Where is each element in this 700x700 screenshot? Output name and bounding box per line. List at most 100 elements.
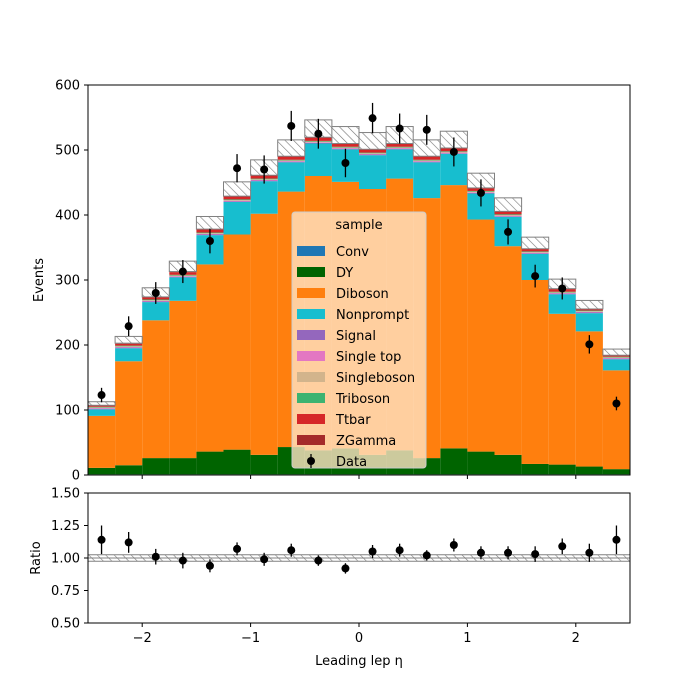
bar-segment [169,458,197,475]
bar-segment [575,312,603,314]
bar-segment [548,313,576,465]
ratio-point [422,551,431,560]
ratio-point [260,555,269,564]
bar-segment [223,199,251,201]
bar-segment [304,143,332,176]
bar-segment [331,146,359,148]
legend-entry: ZGamma [297,434,396,449]
bar-segment [413,162,441,199]
bar-segment [602,370,630,470]
bar-segment [250,454,278,475]
legend-swatch [297,288,325,298]
legend-entry: Ttbar [297,413,371,428]
legend-label: Diboson [336,287,389,302]
bar-segment [331,147,359,149]
legend-entry: Diboson [297,287,389,302]
legend-entry: DY [297,266,353,281]
legend-swatch [297,414,325,424]
legend-label: ZGamma [336,434,396,449]
legend-entry: Single top [297,350,401,365]
bar-segment [277,159,305,161]
x-tick-label: 2 [572,631,580,646]
data-point [97,391,106,400]
bar-segment [277,161,305,162]
bar-segment [467,451,495,475]
ratio-point [205,561,214,570]
legend-label: Ttbar [335,413,371,428]
data-point [585,340,594,349]
bar-segment [413,159,441,161]
y-tick-label: 200 [55,339,80,354]
bar-segment [142,320,170,459]
bar-segment [521,252,549,253]
data-point [314,129,323,138]
data-point [558,284,567,293]
legend-swatch [297,372,325,382]
main-y-ticks: 0 100 200 300 400 500 600 [55,79,577,484]
bar-segment [602,356,630,358]
bar-segment [521,253,549,254]
bar-segment [602,358,630,359]
ratio-y-axis-label: Ratio [29,541,44,574]
bar-segment [440,185,468,449]
data-point [178,267,187,276]
bar-segment [548,464,576,475]
bar-segment [359,155,387,189]
uncertainty-bin [521,236,550,250]
bar-segment [575,466,603,475]
data-point [449,147,458,156]
x-axis-label: Leading lep η [315,654,403,669]
bar-segment [223,200,251,201]
data-point [476,188,485,197]
ratio-point [585,548,594,557]
ratio-point [504,548,513,557]
ratio-point [97,535,106,544]
bar-segment [602,469,630,475]
bar-segment [575,311,603,312]
bar-segment [494,215,522,216]
ratio-point [531,550,540,559]
ratio-y-tick-label: 1.25 [51,519,80,534]
ratio-uncertainty-band [88,554,630,562]
data-point [151,289,160,297]
bar-segment [575,331,603,467]
data-point [205,237,214,245]
main-y-axis-label: Events [32,258,47,302]
bar-segment [359,154,387,156]
bar-segment [575,311,603,313]
bar-segment [521,248,549,252]
uncertainty-bin [494,197,523,212]
bar-segment [494,211,522,215]
ratio-point [558,542,567,551]
ratio-point [314,556,323,565]
bar-segment [575,313,603,332]
bar-segment [277,160,305,162]
bar-segment [386,147,414,149]
bar-segment [575,308,603,311]
bar-segment [494,215,522,217]
ratio-y-tick-label: 0.75 [51,584,80,599]
legend-entry: Triboson [297,392,390,407]
bar-segment [602,359,630,371]
bar-segment [575,310,603,312]
bar-segment [115,465,143,475]
legend-label: Data [336,455,367,470]
legend-entries: Conv DY Diboson Nonprompt Signal Single top Si… [297,245,415,470]
bar-segment [196,264,224,452]
ratio-y-tick-label: 1.50 [51,487,80,502]
y-tick-label: 500 [55,144,80,159]
ratio-y-tick-label: 1.00 [51,552,80,567]
bar-segment [223,234,251,450]
data-point [395,124,404,133]
bar-segment [88,405,116,407]
bar-segment [169,300,197,459]
y-tick-label: 400 [55,209,80,224]
data-point [612,399,621,408]
ratio-y-tick-label: 0.50 [51,617,80,632]
bar-segment [386,148,414,150]
bar-segment [115,346,143,347]
x-tick-label: 1 [463,631,471,646]
legend-swatch [297,267,325,277]
bar-segment [223,200,251,202]
bar-segment [359,152,387,154]
